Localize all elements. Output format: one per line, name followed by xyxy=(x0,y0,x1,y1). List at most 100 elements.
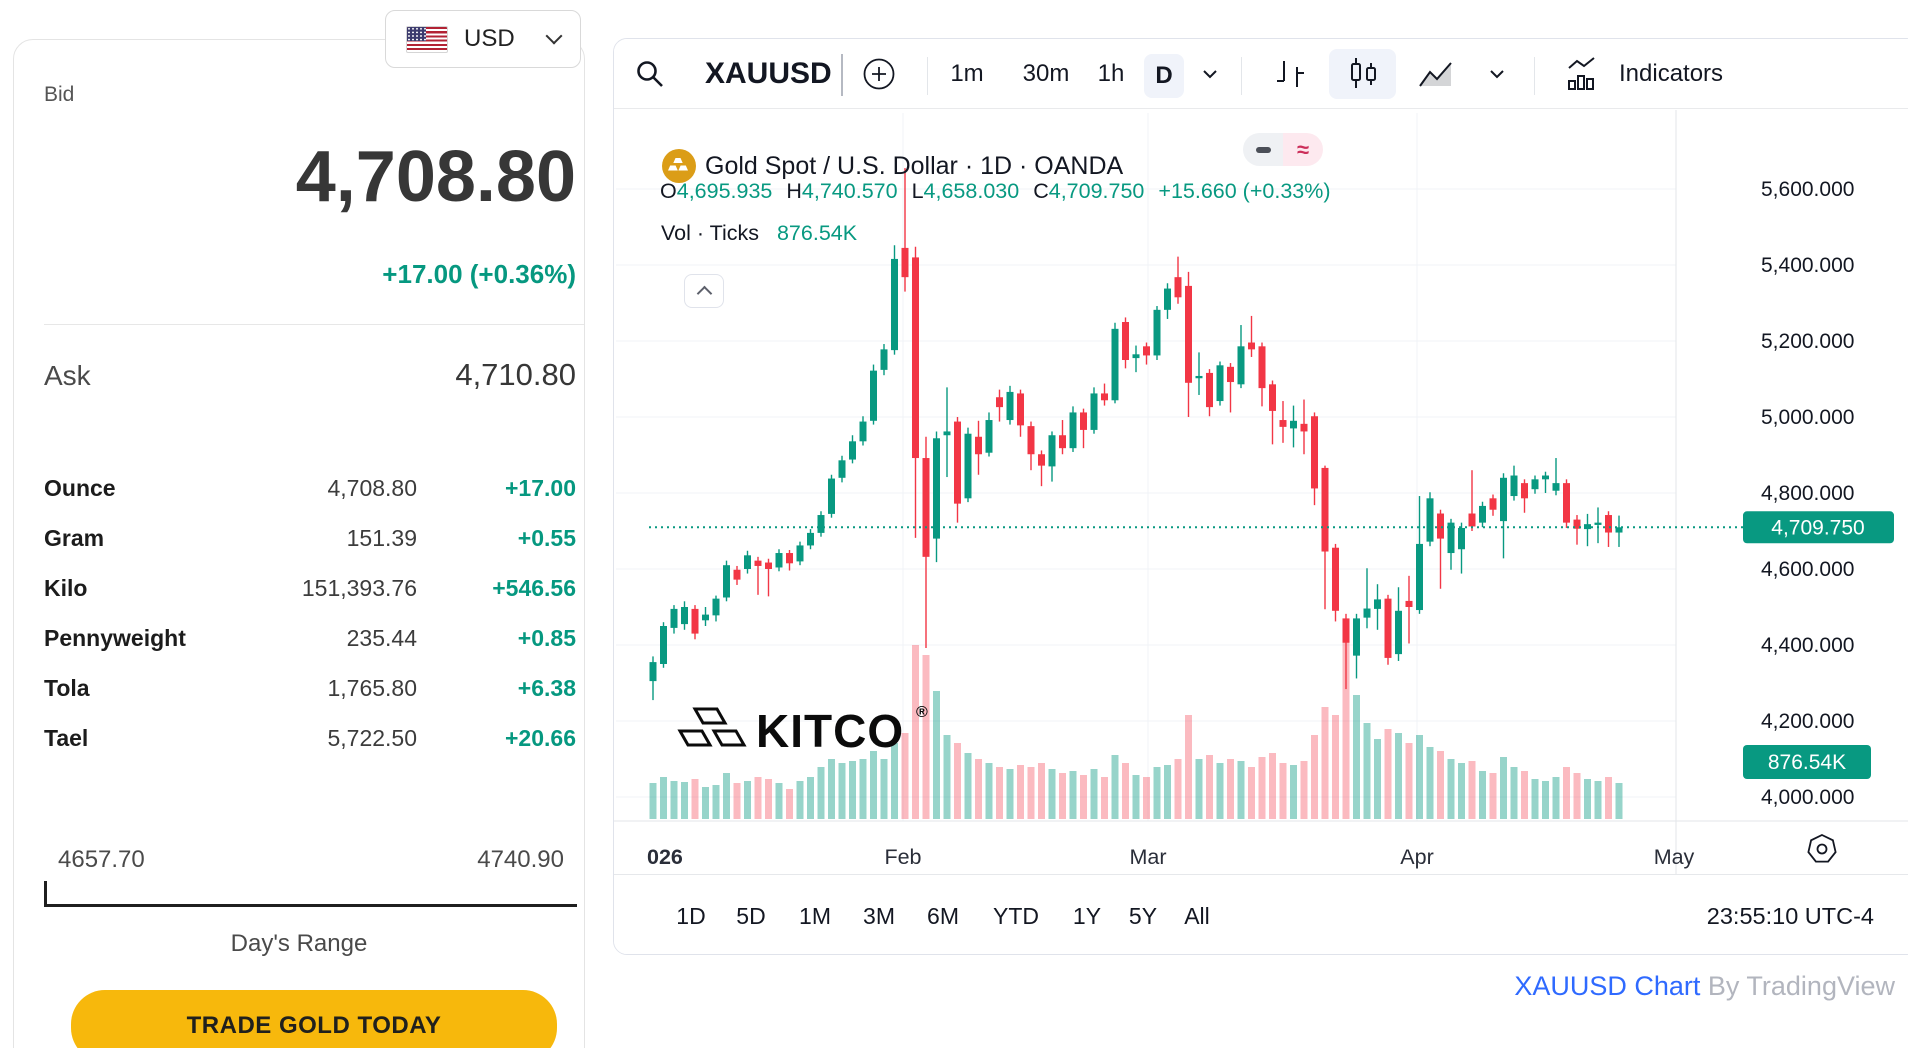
legend-collapse-button[interactable] xyxy=(684,274,724,308)
volume-value: 876.54K xyxy=(776,221,858,245)
bid-price: 4,708.80 xyxy=(295,137,576,217)
range-button-1y[interactable]: 1Y xyxy=(1072,902,1102,929)
unit-label: Tola xyxy=(44,674,90,701)
legend-approx-button[interactable]: ≈ xyxy=(1283,133,1323,166)
indicators-icon[interactable] xyxy=(1561,39,1601,109)
toolbar-divider xyxy=(1241,57,1242,95)
unit-value: 151,393.76 xyxy=(301,574,417,601)
candlesticks xyxy=(649,168,1623,701)
unit-value: 5,722.50 xyxy=(327,724,417,751)
volume-bars xyxy=(649,639,1623,819)
chart-panel: XAUUSD 1m 30m 1h D xyxy=(613,38,1908,955)
style-menu-chevron-icon[interactable] xyxy=(1487,39,1507,109)
range-button-all[interactable]: All xyxy=(1184,902,1210,929)
chart-legend: Gold Spot / U.S. Dollar · 1D · OANDA xyxy=(662,149,1123,183)
price-axis: 5,600.000 5,400.000 5,200.000 5,000.000 4,80… xyxy=(1761,178,1854,809)
unit-label: Kilo xyxy=(44,574,88,601)
svg-text:Feb[interactable]: Feb xyxy=(884,845,921,869)
range-button-1d[interactable]: 1D xyxy=(676,902,706,929)
svg-text:5,400.000: 5,400.000 xyxy=(1761,254,1854,277)
volume-axis-label: 876.54K xyxy=(1743,745,1871,779)
legend-minimize-button[interactable] xyxy=(1243,133,1283,166)
compare-add-icon[interactable] xyxy=(862,39,896,109)
symbol-chart-link[interactable]: XAUUSD Chart xyxy=(1514,971,1701,1001)
currency-selector[interactable]: USD xyxy=(385,10,581,68)
svg-text:4,200.000: 4,200.000 xyxy=(1761,710,1854,733)
unit-change: +546.56 xyxy=(492,574,576,601)
day-range-marker xyxy=(44,881,47,906)
ohlc-change: +15.660 (+0.33%) xyxy=(1158,179,1331,203)
interval-1h[interactable]: 1h xyxy=(1097,60,1125,87)
volume-label: Vol · Ticks xyxy=(661,221,759,245)
attribution-text: By TradingView xyxy=(1700,971,1895,1001)
gridlines xyxy=(616,113,1676,821)
unit-label: Gram xyxy=(44,524,105,551)
svg-text:4,600.000: 4,600.000 xyxy=(1761,558,1854,581)
svg-text:May[interactable]: May xyxy=(1654,845,1695,869)
unit-value: 1,765.80 xyxy=(327,674,417,701)
range-button-6m[interactable]: 6M xyxy=(927,902,959,929)
bid-change: +17.00 (+0.36%) xyxy=(382,259,576,289)
unit-label: Ounce xyxy=(44,474,116,501)
ohlc-item-o: O4,695.935 xyxy=(660,179,773,203)
svg-text:5,200.000: 5,200.000 xyxy=(1761,330,1854,353)
svg-text:5,600.000: 5,600.000 xyxy=(1761,178,1854,201)
toolbar-divider xyxy=(927,57,928,95)
bars-style-icon[interactable] xyxy=(1272,39,1308,109)
range-button-ytd[interactable]: YTD xyxy=(993,902,1039,929)
range-button-3m[interactable]: 3M xyxy=(863,902,895,929)
axis-settings-gear-icon[interactable] xyxy=(1807,833,1837,863)
day-range-caption: Day's Range xyxy=(230,930,368,957)
interval-1m[interactable]: 1m xyxy=(950,60,984,87)
ohlc-readout: O4,695.935 H4,740.570 L4,658.030 C4,709.750… xyxy=(660,179,1331,204)
unit-row-kilo: Kilo 151,393.76 +546.56 xyxy=(44,563,576,613)
indicators-button[interactable]: Indicators xyxy=(1619,60,1724,87)
range-button-5d[interactable]: 5D xyxy=(736,902,766,929)
unit-label: Pennyweight xyxy=(44,624,186,651)
unit-value: 4,708.80 xyxy=(327,474,417,501)
divider xyxy=(44,324,584,325)
currency-label: USD xyxy=(464,25,515,52)
day-range-low: 4657.70 xyxy=(58,846,145,873)
chevron-up-icon xyxy=(696,285,712,302)
svg-text:4,400.000: 4,400.000 xyxy=(1761,634,1854,657)
day-range-bar xyxy=(44,904,577,907)
unit-row-tola: Tola 1,765.80 +6.38 xyxy=(44,663,576,713)
unit-label: Tael xyxy=(44,724,89,751)
range-button-5y[interactable]: 5Y xyxy=(1128,902,1158,929)
unit-row-ounce: Ounce 4,708.80 +17.00 xyxy=(44,463,576,513)
svg-text:Apr[interactable]: Apr xyxy=(1400,845,1433,869)
symbol-search-input[interactable]: XAUUSD xyxy=(705,57,832,90)
ohlc-item-l: L4,658.030 xyxy=(911,179,1020,203)
interval-30m[interactable]: 30m xyxy=(1022,60,1070,87)
interval-menu-chevron-icon[interactable] xyxy=(1200,39,1220,109)
unit-row-gram: Gram 151.39 +0.55 xyxy=(44,513,576,563)
area-style-icon[interactable] xyxy=(1417,39,1457,109)
chevron-down-icon xyxy=(545,27,563,45)
search-icon[interactable] xyxy=(634,39,666,109)
quote-card: Bid 4,708.80 +17.00 (+0.36%) Ask 4,710.8… xyxy=(13,39,585,1048)
svg-text:Mar[interactable]: Mar xyxy=(1129,845,1166,869)
unit-row-tael: Tael 5,722.50 +20.66 xyxy=(44,713,576,763)
unit-value: 235.44 xyxy=(346,624,417,651)
range-button-1m[interactable]: 1M xyxy=(799,902,831,929)
chart-clock[interactable]: 23:55:10 UTC-4 xyxy=(1706,902,1874,929)
trade-gold-button[interactable]: TRADE GOLD TODAY xyxy=(71,990,557,1048)
candles-style-selected[interactable] xyxy=(1329,49,1396,99)
chart-canvas[interactable]: 5,600.000 5,400.000 5,200.000 5,000.000 4,80… xyxy=(614,39,1908,955)
svg-text:026[interactable]: 026 xyxy=(647,845,683,869)
ask-price: 4,710.80 xyxy=(455,357,576,392)
us-flag-icon xyxy=(406,25,448,53)
kitco-watermark-text: KITCO xyxy=(756,705,904,757)
gold-symbol-icon xyxy=(662,149,696,183)
kitco-watermark: KITCO ® xyxy=(674,691,974,766)
unit-change: +20.66 xyxy=(505,724,576,751)
unit-value: 151.39 xyxy=(346,524,417,551)
range-switcher-bar: 1D 5D 1M 3M 6M YTD 1Y 5Y All 23:55:10 UTC-4 xyxy=(614,874,1908,954)
volume-readout: Vol · Ticks 876.54K xyxy=(661,221,857,246)
registered-mark: ® xyxy=(916,704,928,721)
interval-1d-selected[interactable]: D xyxy=(1144,54,1184,98)
unit-change: +0.85 xyxy=(517,624,576,651)
symbol-field-edge xyxy=(841,54,843,96)
